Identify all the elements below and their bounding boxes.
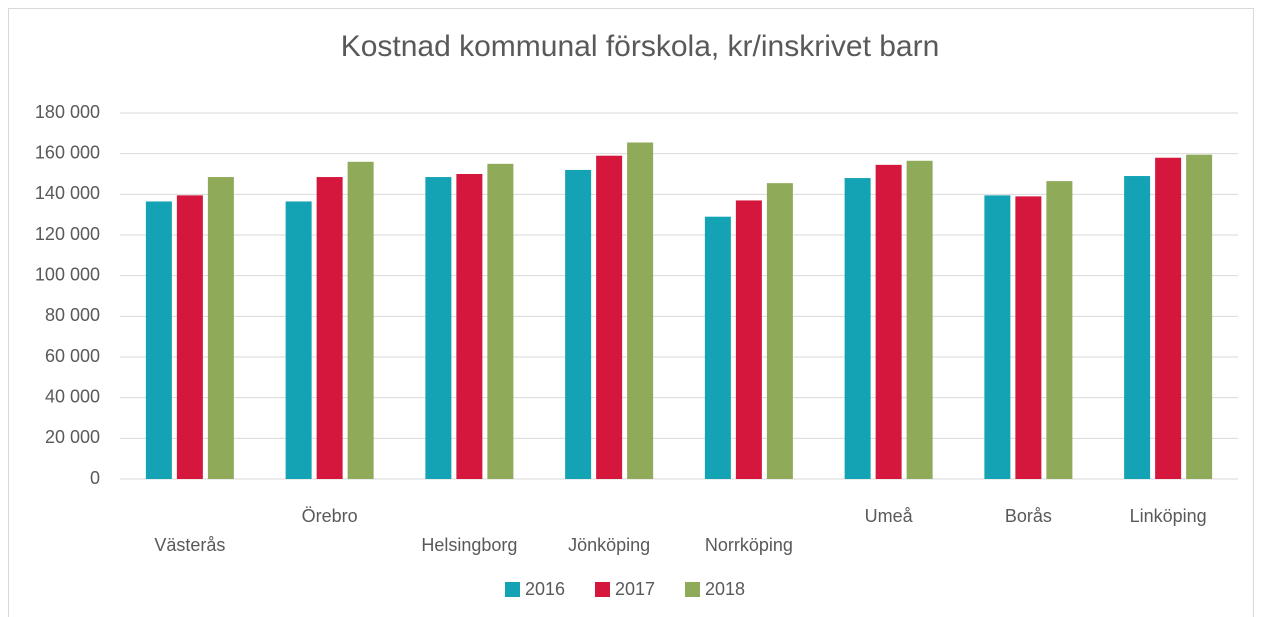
y-tick-label: 60 000 <box>45 346 100 366</box>
y-tick-label: 100 000 <box>35 264 100 284</box>
y-tick-label: 160 000 <box>35 142 100 162</box>
x-tick-label: Örebro <box>302 506 358 526</box>
legend-label: 2018 <box>705 579 745 599</box>
x-tick-label: Västerås <box>154 535 225 555</box>
bar <box>627 142 654 479</box>
bar <box>285 201 312 479</box>
bar <box>1186 154 1213 479</box>
bar <box>735 200 762 479</box>
bar <box>1046 181 1073 479</box>
bar <box>766 183 793 479</box>
y-tick-label: 140 000 <box>35 183 100 203</box>
y-tick-label: 20 000 <box>45 427 100 447</box>
legend-swatch <box>505 582 520 597</box>
legend-swatch <box>685 582 700 597</box>
legend-swatch <box>595 582 610 597</box>
bar <box>844 178 871 480</box>
y-tick-label: 40 000 <box>45 386 100 406</box>
bar <box>1155 157 1182 479</box>
bar <box>176 195 203 479</box>
x-tick-label: Borås <box>1005 506 1052 526</box>
y-tick-label: 180 000 <box>35 102 100 122</box>
x-tick-label: Helsingborg <box>421 535 517 555</box>
legend-label: 2016 <box>525 579 565 599</box>
x-tick-label: Linköping <box>1130 506 1207 526</box>
legend-label: 2017 <box>615 579 655 599</box>
bar <box>596 155 623 479</box>
bar <box>207 177 234 480</box>
bar <box>984 195 1011 479</box>
y-tick-label: 0 <box>90 468 100 488</box>
bar <box>347 161 374 480</box>
chart-title: Kostnad kommunal förskola, kr/inskrivet … <box>341 30 940 63</box>
bar <box>487 163 514 480</box>
bar <box>704 216 731 479</box>
chart-frame <box>8 8 1254 617</box>
bar <box>316 177 343 480</box>
bar <box>456 174 483 479</box>
bar <box>425 177 452 480</box>
x-tick-label: Norrköping <box>705 535 793 555</box>
x-tick-label: Umeå <box>865 506 914 526</box>
bar <box>1015 196 1042 479</box>
bar <box>145 201 172 479</box>
bar <box>875 164 902 479</box>
y-tick-label: 80 000 <box>45 305 100 325</box>
y-tick-label: 120 000 <box>35 224 100 244</box>
bar <box>1124 176 1151 480</box>
bar <box>565 169 592 479</box>
x-tick-label: Jönköping <box>568 535 650 555</box>
bar <box>906 160 933 480</box>
